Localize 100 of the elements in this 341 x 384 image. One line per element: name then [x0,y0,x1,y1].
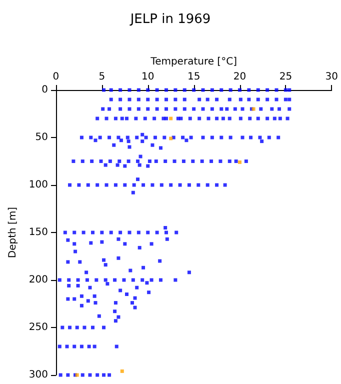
point [210,88,214,92]
point [266,116,270,120]
point [60,326,64,330]
point [179,116,183,120]
point [68,183,72,187]
point [67,278,71,282]
point [169,116,173,120]
y-axis-title: Depth [m] [8,206,18,258]
point [150,278,154,282]
point [215,98,219,102]
point [89,136,93,140]
point [75,326,79,330]
point [178,183,182,187]
point [164,107,168,111]
point [126,160,130,163]
x-tick-label: 10 [142,72,154,82]
point [286,116,290,120]
point [158,278,162,282]
point [96,183,100,187]
point [249,136,253,140]
point [155,88,159,92]
x-tick-label: 5 [98,72,106,82]
point [220,136,224,140]
point [276,136,280,140]
point [126,136,130,140]
x-tick-label: 15 [187,72,200,82]
point [169,183,173,187]
point [154,160,158,163]
point [272,116,276,120]
point [66,373,70,377]
point [87,344,91,348]
point [136,230,140,234]
point [228,98,232,102]
point [85,278,89,282]
point [128,88,132,92]
point [108,160,112,163]
point [72,160,76,163]
point [192,88,196,92]
point [109,230,113,234]
point [108,373,112,377]
y-tick-label: 250 [28,322,48,333]
point [238,98,242,102]
point [174,230,178,234]
point [132,183,136,187]
point [218,160,222,163]
point [80,344,84,348]
point [198,98,202,102]
point [128,107,132,111]
point [256,88,260,92]
point [58,344,62,348]
point [72,344,76,348]
x-tick-label: 25 [279,72,292,82]
point [104,116,108,120]
point [174,98,178,102]
point [278,116,282,120]
point [122,278,126,282]
point [238,160,242,164]
point [174,88,178,92]
point [206,116,210,120]
point [221,116,225,120]
point [274,98,278,102]
x-tick-label: 20 [233,72,246,82]
point [210,160,214,163]
point [104,278,108,282]
point [182,98,186,102]
point [118,88,122,92]
point [164,98,168,102]
point [164,160,168,163]
point [256,116,260,120]
point [120,116,124,120]
point [153,136,157,140]
point [198,116,202,120]
point [92,344,96,348]
point [136,107,140,111]
point [148,160,152,163]
point [274,88,278,92]
point [76,278,80,282]
point [182,160,186,163]
point [182,107,186,111]
point [270,107,274,111]
point [80,373,84,377]
point [123,183,127,187]
point [116,136,120,140]
point [58,373,62,377]
point [142,183,146,187]
point [109,88,113,92]
point [135,136,139,140]
point [155,98,159,102]
point [100,230,104,234]
point [174,107,178,111]
point [114,116,118,120]
point [77,183,81,187]
y-tick-label: 300 [28,370,48,380]
point [192,107,196,111]
point [181,136,185,140]
x-tick-label: 30 [325,72,338,82]
point [86,183,90,187]
point [114,344,118,348]
point [90,230,94,234]
point [200,160,204,163]
